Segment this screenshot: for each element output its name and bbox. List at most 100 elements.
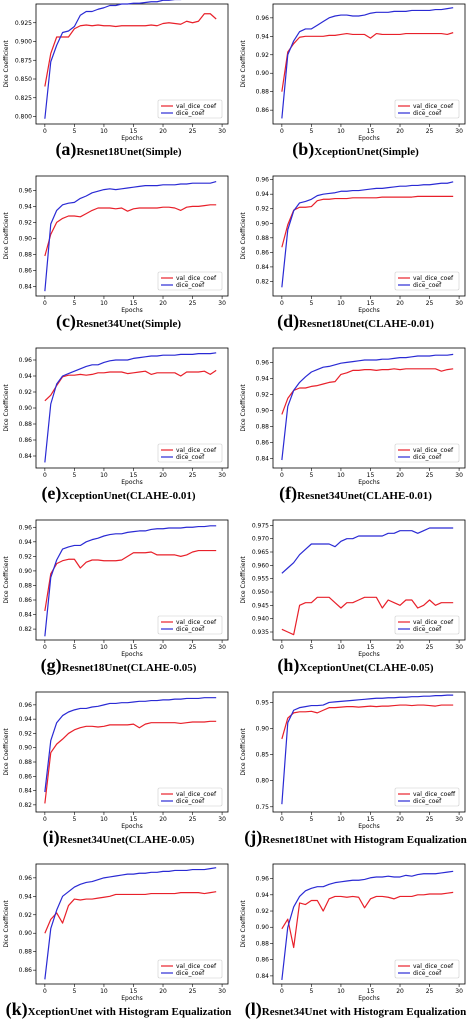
series-line-dice-coef — [281, 181, 454, 288]
caption-h-text: XceptionUnet(CLAHE-0.05) — [299, 662, 434, 674]
x-tick-label: 5 — [72, 988, 76, 995]
caption-j: (j)Resnet18Unet with Histogram Equalizat… — [237, 824, 474, 850]
y-tick-label: 0.94 — [19, 716, 33, 723]
caption-f-text: Resnet34Unet(CLAHE-0.01) — [297, 490, 432, 502]
y-tick-label: 0.94 — [19, 203, 33, 210]
x-tick-label: 5 — [72, 472, 76, 479]
y-tick-label: 0.945 — [252, 602, 269, 609]
y-axis-label: Dice Coefficient — [240, 384, 247, 432]
legend-box — [157, 959, 223, 979]
x-tick-label: 15 — [367, 128, 375, 135]
x-tick-label: 15 — [367, 644, 375, 651]
y-tick-label: 0.96 — [256, 876, 270, 883]
legend-entry: val_dice_coef — [176, 275, 217, 282]
y-tick-label: 0.90 — [19, 745, 33, 752]
caption-k-letter: (k) — [5, 999, 28, 1019]
y-tick-label: 0.86 — [256, 107, 270, 114]
y-tick-label: 0.92 — [256, 908, 270, 915]
chart-i: 0 5 10 15 20 25 30 0.82 0.84 0.86 0.88 0.90 0.92 0.94… — [3, 691, 229, 830]
y-tick-label: 0.90 — [19, 568, 33, 575]
y-tick-label: 0.84 — [19, 453, 33, 460]
series-line-val-dice-coef — [281, 32, 454, 92]
x-tick-label: 0 — [280, 644, 284, 651]
y-tick-label: 0.82 — [256, 278, 270, 285]
x-tick-label: 10 — [337, 300, 345, 307]
y-tick-label: 0.94 — [256, 191, 270, 198]
chart-panel-c: 0 5 10 15 20 25 30 0.84 0.86 0.88 0.90 0.92 0.94 0.96… — [0, 172, 237, 344]
y-axis-label: Dice Coefficient — [3, 900, 10, 948]
y-axis-label: Dice Coefficient — [240, 212, 247, 260]
y-tick-label: 0.900 — [15, 39, 32, 46]
x-axis-label: Epochs — [358, 651, 380, 658]
chart-panel-b: 0 5 10 15 20 25 30 0.86 0.88 0.90 0.92 0.94 0.96 Epoc… — [237, 0, 474, 172]
chart-k: 0 5 10 15 20 25 30 0.86 0.88 0.90 0.92 0.94 0.96 Epoc… — [3, 863, 229, 1002]
y-axis-label: Dice Coefficient — [3, 40, 10, 88]
x-tick-label: 30 — [455, 988, 463, 995]
x-tick-label: 5 — [309, 300, 313, 307]
y-tick-label: 0.84 — [256, 455, 270, 462]
chart-panel-l: 0 5 10 15 20 25 30 0.84 0.86 0.88 0.90 0.92 0.94 0.96… — [237, 860, 474, 1032]
y-axis-label: Dice Coefficient — [3, 728, 10, 776]
x-tick-label: 25 — [189, 472, 197, 479]
y-tick-label: 0.90 — [19, 930, 33, 937]
series-line-val-dice-coef — [44, 204, 217, 257]
caption-h: (h)XceptionUnet(CLAHE-0.05) — [237, 652, 474, 678]
caption-d-letter: (d) — [277, 311, 300, 331]
y-tick-label: 0.90 — [256, 407, 270, 414]
legend-box — [157, 615, 223, 635]
x-tick-label: 25 — [189, 816, 197, 823]
legend-entry: dice_coef — [413, 970, 442, 977]
x-tick-label: 5 — [72, 644, 76, 651]
legend-entry: val_dice_coef — [176, 447, 217, 454]
series-line-val-dice-coef — [44, 13, 217, 87]
caption-l-letter: (l) — [244, 999, 262, 1019]
caption-l-text: Resnet34Unet with Histogram Equalization — [261, 1006, 467, 1018]
x-tick-label: 30 — [218, 816, 226, 823]
y-tick-label: 0.86 — [256, 249, 270, 256]
x-tick-label: 15 — [130, 472, 138, 479]
caption-j-text: Resnet18Unet with Histogram Equalization — [262, 834, 467, 846]
series-line-val-dice-coef — [281, 368, 454, 415]
y-tick-label: 0.965 — [252, 549, 269, 556]
caption-j-letter: (j) — [244, 827, 263, 847]
series-line-val-dice-coef — [281, 891, 454, 949]
caption-a: (a)Resnet18Unet(Simple) — [0, 136, 237, 162]
caption-c-letter: (c) — [55, 311, 76, 331]
x-tick-label: 30 — [455, 816, 463, 823]
x-tick-label: 10 — [337, 816, 345, 823]
x-tick-label: 25 — [426, 300, 434, 307]
legend-entry: val_dice_coef — [176, 619, 217, 626]
x-tick-label: 0 — [43, 816, 47, 823]
x-tick-label: 10 — [100, 988, 108, 995]
chart-f: 0 5 10 15 20 25 30 0.84 0.86 0.88 0.90 0.92 0.94 0.96… — [240, 347, 466, 486]
series-line-val-dice-coef — [44, 891, 217, 934]
x-axis-label: Epochs — [358, 823, 380, 830]
caption-l: (l)Resnet34Unet with Histogram Equalizat… — [237, 996, 474, 1022]
y-tick-label: 0.92 — [256, 206, 270, 213]
y-tick-label: 0.80 — [256, 778, 270, 785]
x-axis-label: Epochs — [358, 307, 380, 314]
y-tick-label: 0.84 — [256, 264, 270, 271]
legend-box — [394, 615, 460, 635]
y-axis-label: Dice Coefficient — [3, 212, 10, 260]
x-tick-label: 15 — [367, 472, 375, 479]
legend-entry: val_dice_coef — [176, 791, 217, 798]
chart-h: 0 5 10 15 20 25 30 0.935 0.940 0.945 0.950 0.955 0.9… — [240, 519, 466, 658]
series-line-val-dice-coef — [281, 195, 454, 248]
y-tick-label: 0.92 — [19, 912, 33, 919]
x-tick-label: 30 — [218, 128, 226, 135]
caption-d: (d)Resnet18Unet(CLAHE-0.01) — [237, 308, 474, 334]
x-tick-label: 30 — [455, 128, 463, 135]
legend-entry: dice_coef — [413, 282, 442, 289]
y-tick-label: 0.84 — [256, 973, 270, 980]
x-axis-label: Epochs — [121, 823, 143, 830]
x-tick-label: 30 — [455, 472, 463, 479]
y-tick-label: 0.88 — [19, 421, 33, 428]
x-tick-label: 20 — [396, 988, 404, 995]
series-line-dice-coef — [281, 527, 454, 574]
legend-entry: val_dice_coef — [413, 447, 454, 454]
x-tick-label: 25 — [426, 988, 434, 995]
x-tick-label: 5 — [309, 472, 313, 479]
y-tick-label: 0.88 — [19, 759, 33, 766]
y-tick-label: 0.92 — [256, 52, 270, 59]
